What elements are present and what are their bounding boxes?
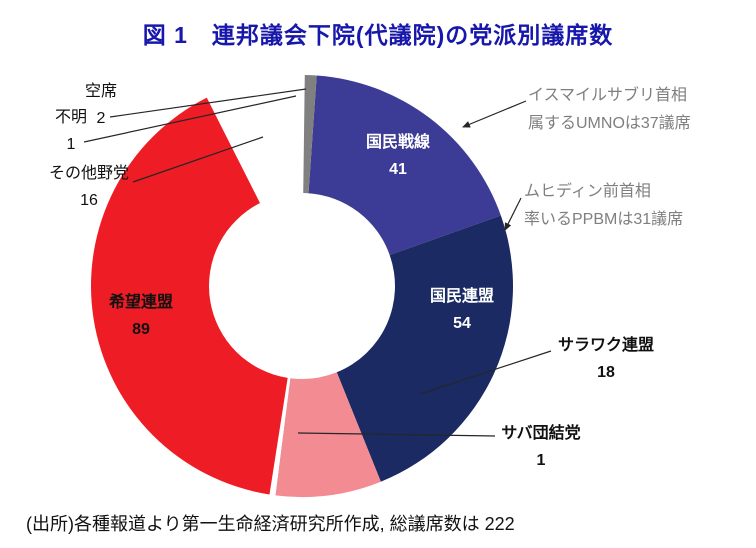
annotation-ppbm: ムヒディン前首相 率いるPPBMは31議席	[524, 178, 683, 234]
leader-vacant-line	[109, 88, 307, 118]
label-kibou-renmei: 希望連盟 89	[94, 289, 188, 343]
label-unknown: 不明 1	[48, 104, 94, 158]
label-vacant: 空席 2	[77, 78, 125, 132]
ppbm-annotation-arrow	[504, 197, 522, 231]
segment-value: 1	[66, 136, 76, 153]
label-kokumin-renmei: 国民連盟 54	[415, 283, 509, 337]
annotation-line: ムヒディン前首相	[524, 183, 651, 200]
label-saba-danketsuto: サバ団結党 1	[493, 420, 589, 474]
annotation-umno: イスマイルサブリ首相 属するUMNOは37議席	[528, 82, 691, 138]
segment-name: 希望連盟	[108, 294, 173, 311]
segment-value: 18	[597, 364, 615, 381]
umno-annotation-arrow	[462, 100, 527, 128]
label-sarawak-renmei: サラワク連盟 18	[549, 332, 663, 386]
donut-segment-3	[269, 377, 291, 496]
donut-segment-6	[298, 74, 305, 194]
label-other-opposition: その他野党 16	[40, 160, 138, 214]
segment-name: 国民戦線	[365, 134, 430, 151]
segment-value: 41	[389, 161, 407, 178]
figure-title: 図 1 連邦議会下院(代議院)の党派別議席数	[142, 22, 614, 48]
annotation-line: 属するUMNOは37議席	[528, 115, 691, 132]
segment-value: 89	[132, 321, 150, 338]
segment-name: 国民連盟	[429, 288, 494, 305]
donut-segment-7	[303, 75, 317, 194]
annotation-line: イスマイルサブリ首相	[528, 87, 688, 104]
donut-segment-5	[206, 75, 301, 203]
leader-sabah-line	[297, 432, 496, 437]
leader-unknown-line	[83, 95, 297, 143]
leader-other-opposition-line	[132, 136, 264, 183]
donut-segment-0	[308, 75, 501, 255]
segment-name: サラワク連盟	[557, 337, 654, 354]
segment-name: その他野党	[48, 165, 129, 182]
donut-segment-2	[275, 372, 381, 498]
leader-lines	[83, 88, 552, 437]
segment-name: 不明	[54, 109, 87, 126]
segment-value: 1	[536, 452, 546, 469]
segment-name: 空席	[84, 83, 117, 100]
segment-value: 16	[80, 192, 98, 209]
segment-name: サバ団結党	[501, 425, 581, 442]
segment-value: 2	[96, 110, 106, 127]
leader-sarawak-line	[419, 350, 552, 395]
segment-value: 54	[453, 315, 471, 332]
source-caption: (出所)各種報道より第一生命経済研究所作成, 総議席数は 222	[26, 514, 515, 534]
annotation-line: 率いるPPBMは31議席	[524, 211, 684, 228]
donut-segment-1	[336, 215, 513, 482]
label-kokumin-sensen: 国民戦線 41	[351, 129, 445, 183]
donut-segments	[90, 74, 513, 498]
donut-segment-4	[90, 97, 288, 495]
